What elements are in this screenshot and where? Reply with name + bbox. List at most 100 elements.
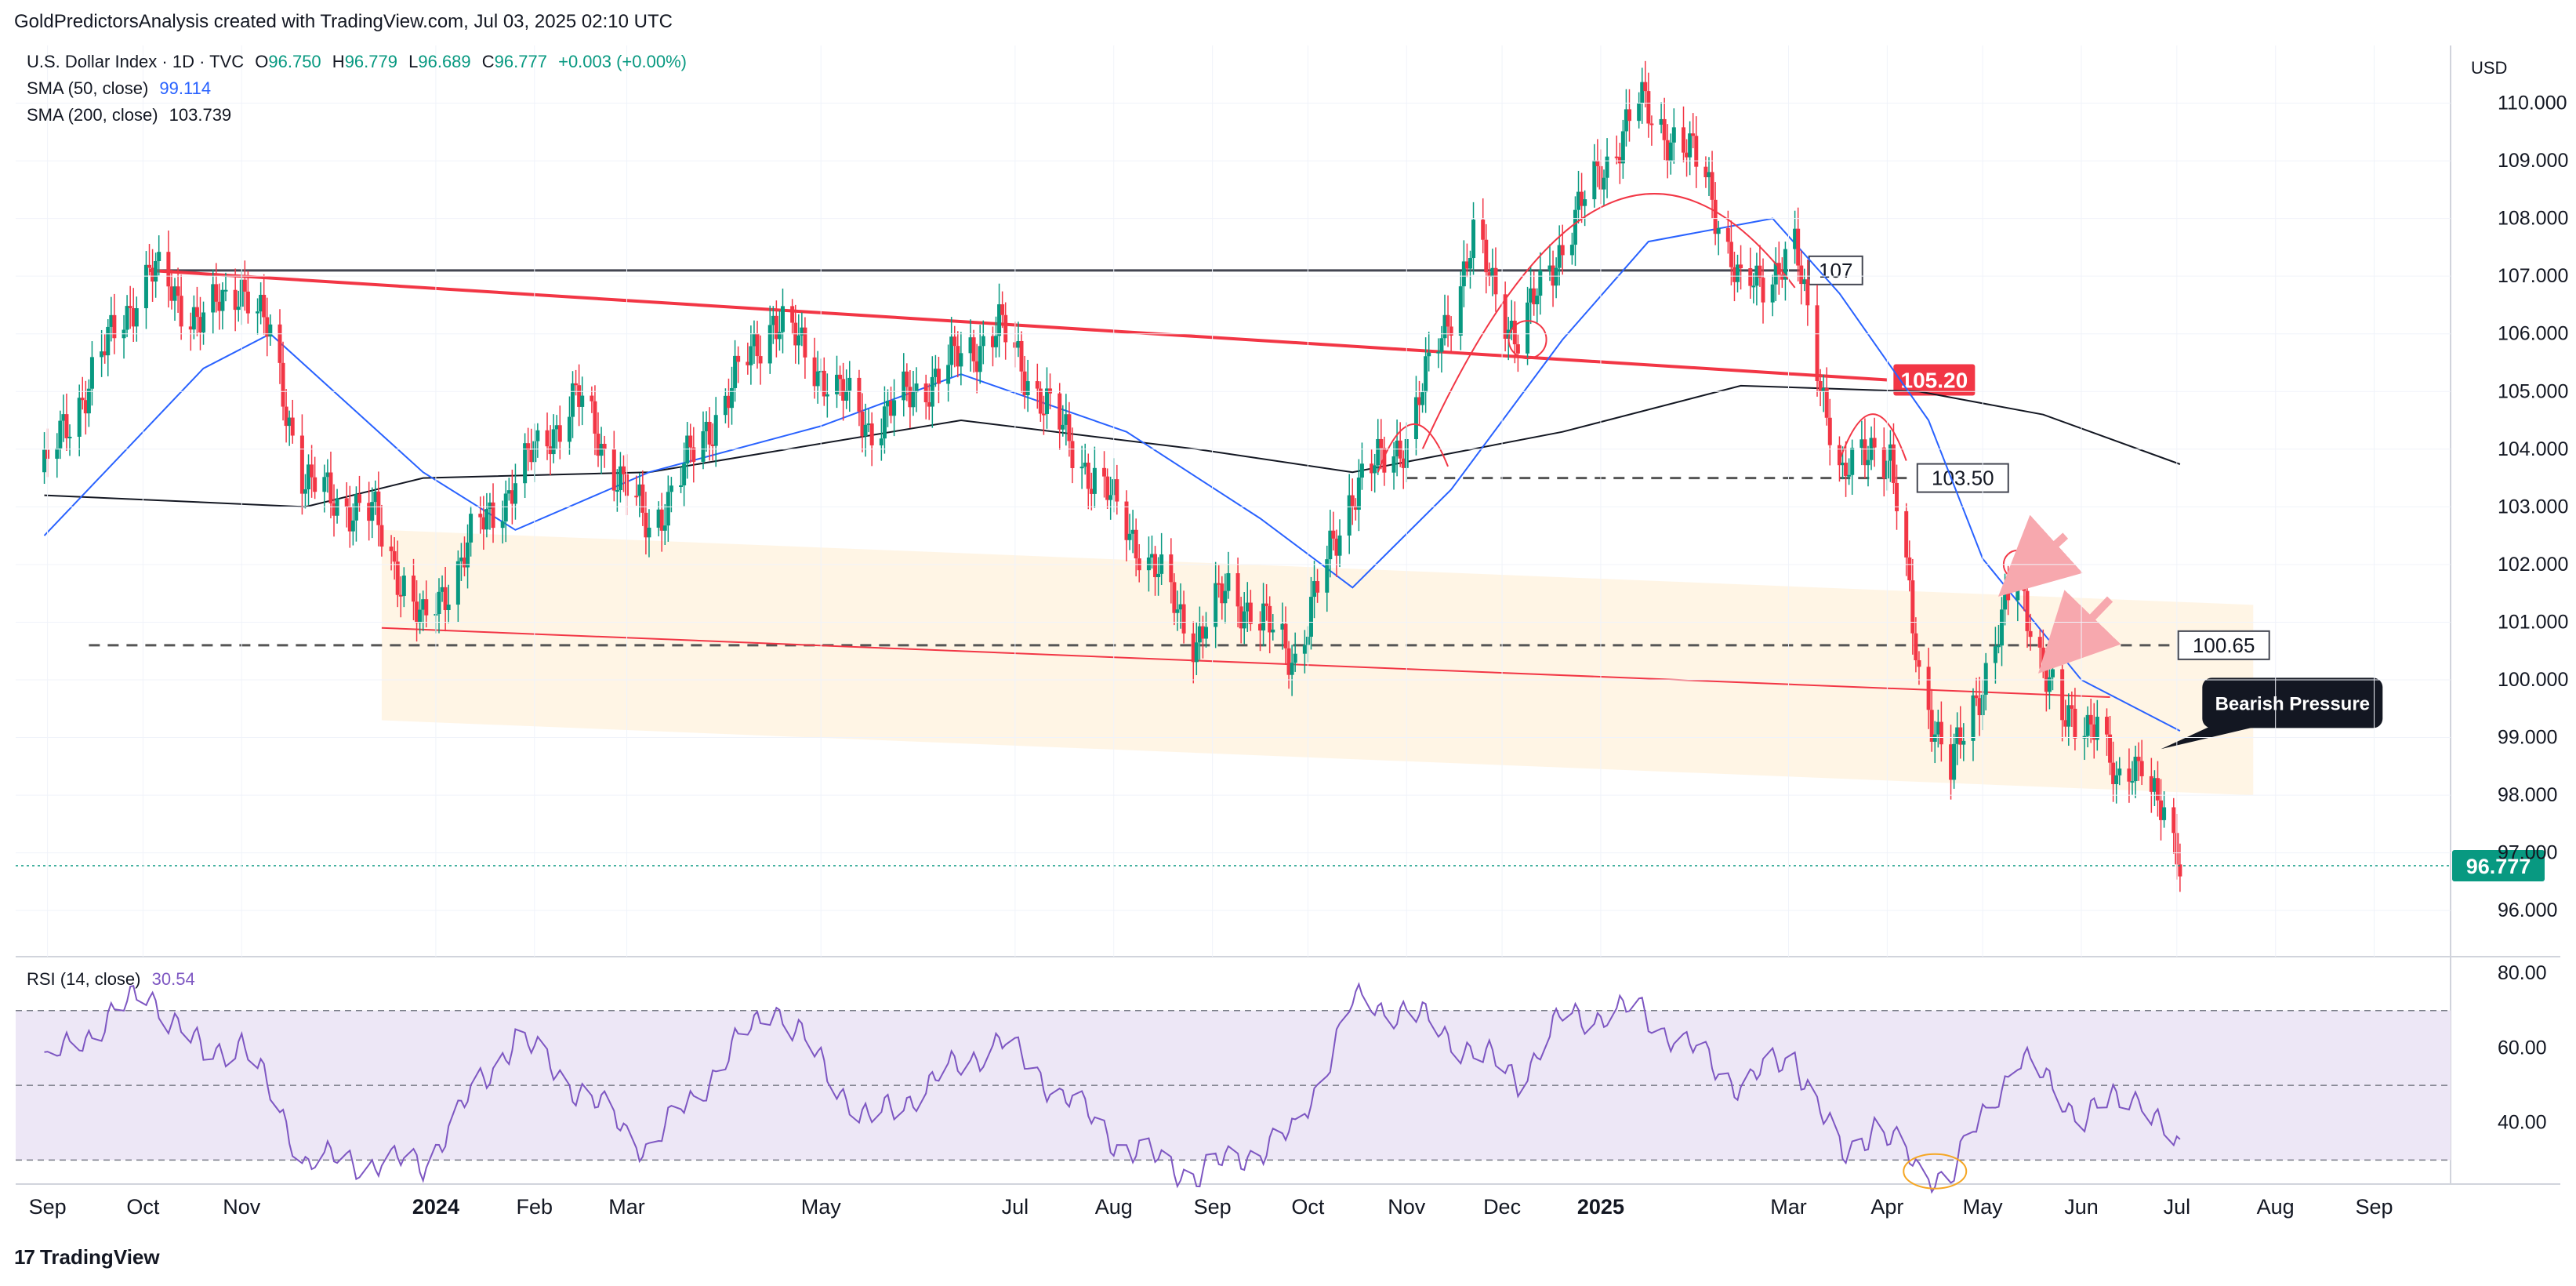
candle-body: [590, 395, 594, 401]
candle-body: [902, 371, 906, 401]
candle-body: [1592, 160, 1597, 200]
candle-body: [615, 490, 619, 492]
candle-body: [1643, 82, 1648, 92]
candle-body: [2095, 717, 2099, 740]
candle-body: [1917, 659, 1921, 667]
candle-body: [2037, 637, 2042, 648]
candle-body: [1420, 392, 1425, 405]
candle-body: [1910, 580, 1915, 634]
candle-body: [1271, 629, 1275, 633]
candle-body: [1197, 626, 1202, 643]
candle-body: [1391, 456, 1396, 473]
x-tick-label: Feb: [517, 1195, 553, 1219]
candle-body: [1547, 265, 1552, 271]
candle-body: [1102, 467, 1107, 477]
candle-body: [103, 351, 107, 356]
candle-body: [2041, 647, 2045, 670]
candle-body: [259, 294, 263, 312]
candle-body: [927, 402, 931, 407]
candle-body: [176, 286, 180, 296]
candle-body: [1796, 228, 1801, 266]
candle-body: [1662, 118, 1667, 140]
candle-body: [879, 438, 883, 445]
candle-body: [1780, 274, 1784, 280]
legend-low: 96.689: [418, 52, 471, 71]
candle-body: [580, 395, 585, 407]
candle-body: [157, 252, 161, 262]
candle-body: [1729, 242, 1733, 267]
candle-body: [1038, 388, 1043, 414]
candle-body: [1175, 609, 1180, 613]
candle-body: [952, 336, 957, 347]
candle-body: [268, 324, 273, 337]
legend-symbol: U.S. Dollar Index · 1D · TVC: [27, 52, 245, 71]
candle-body: [535, 430, 540, 441]
candle-body: [1569, 245, 1574, 256]
candle-body: [1493, 267, 1498, 295]
candle-body: [790, 306, 795, 323]
candle-body: [882, 406, 887, 439]
candle-body: [500, 521, 505, 529]
candle-body: [1827, 417, 1832, 445]
candle-body: [1732, 267, 1736, 282]
candle-body: [1382, 448, 1387, 473]
candle-body: [481, 517, 486, 530]
candle-body: [64, 414, 69, 438]
candle-body: [491, 502, 495, 529]
candle-body: [166, 252, 171, 287]
candle-body: [736, 355, 741, 362]
candle-body: [2152, 778, 2157, 792]
candle-body: [1971, 695, 1976, 741]
candle-body: [2073, 708, 2077, 739]
candle-body: [2088, 714, 2093, 725]
candle-body: [1535, 296, 1540, 305]
candle-body: [577, 385, 582, 407]
candle-body: [1576, 191, 1581, 210]
candle-body: [755, 333, 760, 357]
candle-body: [1092, 467, 1097, 494]
candle-body: [835, 374, 840, 394]
candle-body: [1079, 467, 1084, 469]
y-tick-label: 102.000: [2498, 554, 2568, 576]
candle-body: [1108, 495, 1113, 500]
candle-body: [1557, 245, 1562, 268]
x-tick-label: Mar: [1770, 1195, 1807, 1219]
candle-body: [1235, 572, 1240, 607]
candle-body: [379, 525, 384, 547]
candle-body: [2114, 775, 2119, 785]
candle-body: [2070, 705, 2074, 709]
candle-body: [685, 435, 690, 464]
candle-body: [347, 507, 352, 532]
candle-body: [2047, 677, 2052, 692]
candle-body: [2044, 669, 2048, 692]
candle-body: [844, 391, 849, 401]
candle-body: [1359, 463, 1364, 478]
tradingview-brand[interactable]: 17 TradingView: [14, 1245, 160, 1270]
candle-body: [815, 371, 820, 387]
x-tick-label: Sep: [1194, 1195, 1232, 1219]
candle-body: [1847, 474, 1852, 477]
candle-body: [860, 411, 865, 437]
candle-body: [640, 484, 645, 513]
candle-body: [1022, 371, 1027, 395]
candle-body: [198, 317, 202, 332]
candle-body: [812, 357, 817, 387]
candle-body: [710, 444, 715, 446]
candle-body: [1290, 663, 1294, 675]
candle-body: [1280, 623, 1285, 630]
candle-body: [77, 398, 82, 437]
candle-body: [1458, 286, 1463, 336]
candle-body: [1824, 388, 1829, 418]
candle-body: [201, 312, 206, 332]
candle-body: [574, 383, 579, 386]
candle-body: [1983, 663, 1988, 695]
candle-body: [749, 346, 753, 365]
candle-body: [1602, 177, 1606, 190]
candle-body: [1748, 268, 1753, 286]
candle-body: [1710, 172, 1714, 200]
candle-body: [949, 336, 954, 365]
candle-body: [1580, 191, 1584, 206]
candle-body: [67, 436, 72, 438]
candle-body: [437, 591, 441, 615]
